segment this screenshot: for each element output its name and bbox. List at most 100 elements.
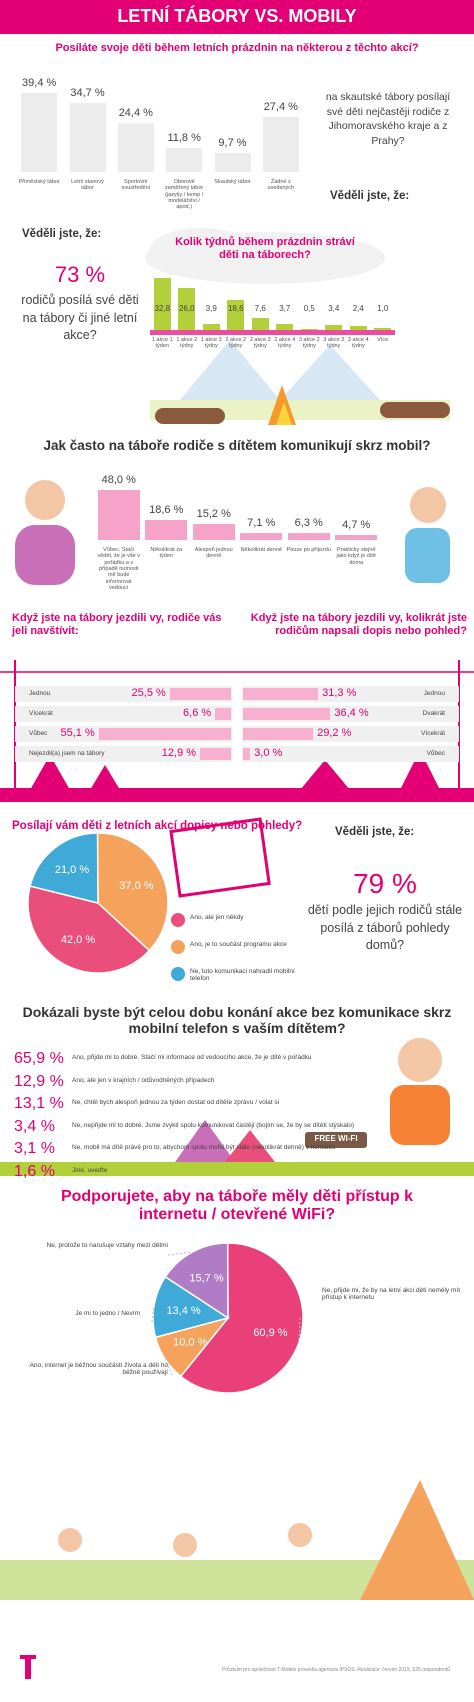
value-label: 32,8	[154, 304, 171, 313]
tree	[90, 765, 120, 790]
boy	[405, 528, 450, 583]
value-label: 11,8 %	[167, 132, 201, 145]
bar	[117, 123, 154, 172]
category-label: Jednou	[423, 690, 445, 697]
bar	[192, 524, 235, 540]
value-label: 18,6	[227, 304, 244, 313]
bar	[178, 288, 196, 330]
category-label: Žádné z uvedených	[267, 179, 295, 192]
category-label: Je mi to jedno / Nevím	[75, 1310, 140, 1317]
value-label: 3,1 %	[14, 1140, 55, 1158]
value-label: 6,3 %	[294, 517, 323, 530]
bar	[251, 317, 269, 330]
boy	[410, 487, 446, 523]
baseline	[150, 330, 395, 335]
bar	[227, 300, 245, 330]
footer-note: Průzkum pro společnost T-Mobile provedla…	[222, 1667, 450, 1673]
row-strip	[15, 706, 232, 722]
value-label: 18,6 %	[149, 504, 184, 517]
bar	[243, 708, 331, 720]
legend-label: Ano, je to součást programu akce	[190, 941, 287, 948]
category-label: Dvakrát	[422, 710, 445, 717]
value-label: 9,7 %	[218, 136, 247, 149]
bar	[215, 708, 231, 720]
pie-slice	[29, 832, 99, 904]
category-label: Vůbec	[426, 750, 445, 757]
chart-title: Posíláte svoje děti během letních prázdn…	[55, 42, 419, 54]
category-label: Ne, přijde mi, že by na letní akci děti …	[322, 1287, 461, 1302]
fire	[268, 385, 296, 425]
category-label: Jednou	[29, 690, 51, 697]
bar	[202, 323, 220, 330]
value-label: 13,4 %	[166, 1305, 200, 1317]
tree	[30, 755, 70, 790]
pie-slice	[96, 832, 169, 952]
bar	[214, 152, 251, 172]
value-label: 65,9 %	[14, 1050, 64, 1067]
ground	[150, 400, 450, 420]
chart-title: Podporujete, aby na táboře měly děti pří…	[60, 1188, 414, 1224]
category-label: 2 akce 2 týdny	[225, 337, 247, 350]
bar	[97, 489, 140, 540]
header-title: LETNÍ TÁBORY VS. MOBILY	[117, 6, 357, 26]
bar	[153, 277, 171, 330]
tent	[280, 345, 380, 400]
category-label: Prakticky stejně jako když je dítě doma	[336, 547, 376, 566]
logo	[25, 1655, 31, 1679]
category-label: 1 akce 2 týdny	[176, 337, 198, 350]
category-label: Skautský tábor	[214, 179, 251, 185]
category-label: Vícekrát	[29, 710, 53, 717]
pie-slice	[27, 885, 151, 974]
value-label: 13,1 %	[14, 1095, 64, 1113]
fact-text: rodičů posílá své děti na tábory či jiné…	[21, 293, 139, 342]
pie-slice	[154, 1316, 231, 1378]
category-label: Příměstský tábor	[18, 179, 60, 185]
value-label: 4,7 %	[342, 519, 371, 532]
category-label: 1 akce 1 týden	[151, 337, 173, 350]
header-band	[0, 0, 474, 34]
postcard	[169, 817, 271, 898]
fact-heading: Věděli jste, že:	[335, 826, 415, 838]
bar	[262, 117, 299, 172]
sign-board	[305, 1132, 367, 1148]
sign-text: FREE WI-FI	[314, 1134, 358, 1143]
pie-slice	[164, 1242, 229, 1320]
category-label: Více	[377, 337, 389, 343]
legend-marker	[171, 913, 185, 927]
category-label: Sportovní soustředění	[121, 179, 151, 192]
bar	[145, 520, 188, 540]
value-label: 3,9	[205, 304, 217, 313]
bar	[374, 328, 392, 330]
fact-text: dětí podle jejich rodičů stále posílá z …	[307, 903, 463, 952]
bar	[200, 748, 231, 760]
value-label: 29,2 %	[317, 727, 352, 739]
value-label: 37,0 %	[119, 880, 153, 892]
bar	[300, 329, 318, 330]
mother	[15, 525, 75, 585]
value-label: 6,6 %	[183, 707, 212, 719]
value-label: 3,0 %	[254, 747, 283, 759]
category-label: Pouze po příjezdu	[286, 547, 331, 553]
answer-text: Ne, mobil má dítě právě pro to, abychom …	[72, 1144, 336, 1152]
value-label: 2,4	[352, 304, 364, 313]
value-label: 7,1 %	[247, 516, 276, 529]
legend-label: Ano, ale jen někdy	[190, 914, 244, 921]
category-label: Nejezdil(a) jsem na tábory	[29, 750, 105, 757]
category-label: Letní stanový tábor	[71, 179, 104, 192]
row-strip	[15, 746, 232, 762]
tent	[225, 1130, 275, 1162]
bar	[276, 324, 294, 330]
value-label: 25,5 %	[131, 687, 166, 699]
tree	[400, 750, 440, 790]
value-label: 3,4	[328, 304, 340, 313]
category-label: Vícekrát	[421, 730, 445, 737]
bar	[243, 748, 251, 760]
bar	[21, 93, 58, 172]
kid	[58, 1528, 82, 1552]
value-label: 12,9 %	[161, 747, 197, 759]
value-label: 15,2 %	[196, 508, 231, 521]
value-label: 36,4 %	[334, 707, 369, 719]
category-label: 1 akce 3 týdny	[200, 337, 222, 350]
